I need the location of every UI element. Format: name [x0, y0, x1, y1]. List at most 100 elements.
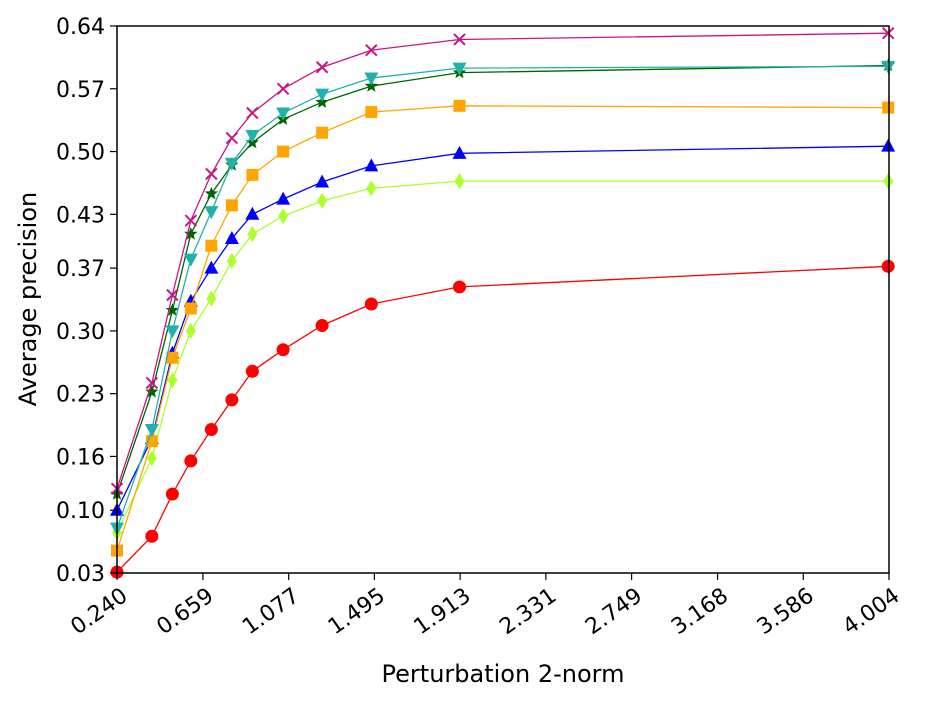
- data-point: [881, 26, 895, 40]
- x-tick-label: 2.331: [495, 583, 561, 640]
- data-point: [247, 226, 258, 243]
- data-point: [881, 138, 896, 152]
- data-point: [276, 343, 290, 357]
- data-point: [316, 126, 329, 139]
- data-point: [883, 173, 894, 190]
- data-point: [184, 302, 197, 315]
- data-point: [245, 129, 260, 143]
- data-point: [364, 158, 379, 172]
- series-line: [116, 32, 889, 489]
- data-point: [204, 260, 219, 274]
- plot-frame: [116, 25, 890, 574]
- series-line: [116, 65, 889, 529]
- data-point: [225, 199, 238, 212]
- data-point: [185, 322, 196, 339]
- series-line: [116, 265, 889, 573]
- data-point: [204, 423, 218, 437]
- data-point: [452, 62, 467, 76]
- x-tick-label: 1.913: [410, 583, 476, 640]
- x-tick-label: 0.659: [152, 583, 218, 640]
- x-tick-label: 3.168: [667, 583, 733, 640]
- data-point: [454, 173, 465, 190]
- data-point: [315, 88, 330, 102]
- data-point: [205, 239, 218, 252]
- y-tick-label: 0.37: [56, 257, 105, 282]
- data-point: [226, 252, 237, 269]
- data-point: [204, 186, 218, 200]
- data-point: [364, 72, 379, 86]
- x-tick-label: 4.004: [839, 583, 905, 640]
- series-line: [116, 64, 889, 495]
- data-point: [224, 231, 239, 245]
- y-tick-label: 0.10: [56, 499, 105, 524]
- y-tick-label: 0.50: [56, 141, 105, 166]
- data-point: [183, 253, 198, 267]
- x-tick-label: 0.240: [67, 583, 133, 640]
- data-point: [144, 424, 159, 438]
- x-axis-label: Perturbation 2-norm: [382, 660, 625, 688]
- y-tick-label: 0.16: [56, 445, 105, 470]
- data-point: [276, 191, 291, 205]
- y-tick-label: 0.23: [56, 383, 105, 408]
- data-point: [317, 192, 328, 209]
- data-point: [365, 106, 378, 119]
- data-point: [145, 529, 159, 543]
- y-axis-ticks: 0.03 0.10 0.16 0.23 0.30 0.37 0.43 0.50 0.57 0.64: [56, 15, 117, 587]
- data-point: [225, 393, 239, 407]
- series-line: [116, 180, 889, 533]
- data-point: [204, 206, 219, 220]
- data-point: [245, 206, 260, 220]
- series-layer: [110, 26, 896, 579]
- y-axis-label: Average precision: [14, 192, 42, 406]
- data-point: [166, 351, 179, 364]
- data-point: [225, 131, 239, 145]
- x-axis-ticks: 0.240 0.659 1.077 1.495 1.913 2.331 2.749 3.168…: [67, 573, 905, 640]
- plot-area: [117, 26, 889, 573]
- data-point: [184, 454, 198, 468]
- y-tick-label: 0.64: [56, 15, 105, 40]
- data-point: [165, 303, 179, 316]
- data-point: [145, 376, 159, 390]
- data-point: [453, 33, 466, 46]
- y-tick-label: 0.57: [56, 78, 105, 103]
- data-point: [278, 208, 289, 225]
- data-point: [276, 82, 290, 95]
- data-point: [881, 259, 895, 273]
- data-point: [184, 227, 198, 240]
- y-tick-label: 0.03: [56, 562, 105, 587]
- x-tick-label: 1.077: [238, 583, 304, 640]
- x-tick-label: 2.749: [581, 583, 647, 640]
- x-tick-label: 3.586: [753, 583, 819, 640]
- y-tick-label: 0.30: [56, 320, 105, 345]
- data-point: [246, 168, 259, 181]
- data-point: [165, 325, 180, 339]
- data-point: [452, 145, 467, 159]
- data-point: [453, 99, 466, 112]
- data-point: [166, 288, 179, 302]
- data-point: [224, 157, 239, 171]
- data-point: [366, 180, 377, 197]
- data-point: [165, 487, 179, 501]
- x-tick-label: 1.495: [324, 583, 390, 640]
- series: [110, 26, 895, 495]
- data-point: [184, 214, 198, 227]
- data-point: [145, 384, 159, 398]
- data-point: [245, 364, 259, 378]
- data-point: [246, 106, 259, 120]
- series: [110, 259, 895, 579]
- series-line: [116, 105, 889, 551]
- data-point: [146, 450, 157, 467]
- data-point: [881, 60, 896, 74]
- data-point: [277, 145, 290, 158]
- data-point: [205, 167, 218, 181]
- data-point: [453, 280, 467, 294]
- data-point: [315, 61, 329, 74]
- data-point: [315, 319, 329, 333]
- data-point: [364, 297, 378, 311]
- data-point: [365, 44, 378, 57]
- data-point: [315, 174, 330, 188]
- series: [110, 60, 896, 536]
- data-point: [167, 372, 178, 389]
- data-point: [276, 107, 291, 121]
